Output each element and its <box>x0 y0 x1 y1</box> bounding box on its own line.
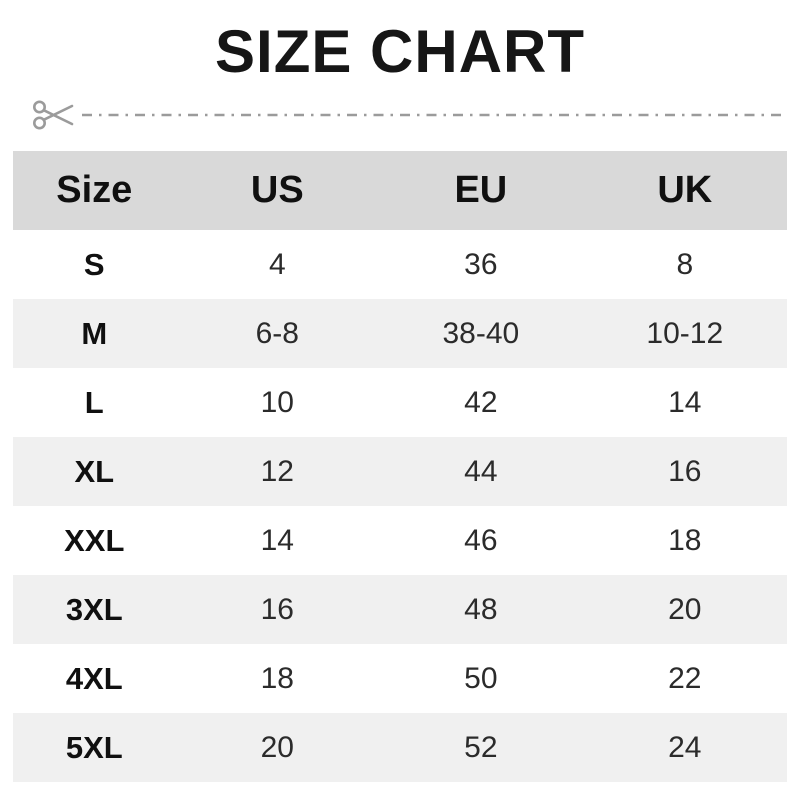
size-label: 4XL <box>65 660 123 696</box>
size-value: 42 <box>464 385 498 419</box>
size-value: 14 <box>260 523 294 557</box>
size-value: 38-40 <box>442 316 520 350</box>
size-value: 8 <box>676 247 694 281</box>
scissors-icon <box>33 100 74 130</box>
size-label: XXL <box>64 522 125 558</box>
table-row: 4XL 18 50 22 <box>13 644 787 713</box>
table-row: S 4 36 8 <box>13 230 787 299</box>
size-value: 16 <box>668 454 702 488</box>
header-cell-uk: UK <box>657 169 713 211</box>
size-label: L <box>84 384 104 420</box>
size-value: 44 <box>464 454 498 488</box>
dashed-cut-line <box>82 113 788 117</box>
size-value: 6-8 <box>255 316 299 350</box>
size-value: 18 <box>668 523 702 557</box>
size-value: 50 <box>464 661 498 695</box>
page-title: SIZE CHART <box>215 18 585 85</box>
size-label: 5XL <box>65 729 123 765</box>
size-value: 16 <box>260 592 294 626</box>
table-row: L 10 42 14 <box>13 368 787 437</box>
size-value: 4 <box>268 247 286 281</box>
size-value: 48 <box>464 592 498 626</box>
table-row: 5XL 20 52 24 <box>13 713 787 782</box>
header-cell-eu: EU <box>454 169 508 211</box>
size-value: 20 <box>260 730 294 764</box>
size-value: 36 <box>464 247 498 281</box>
size-value: 22 <box>668 661 702 695</box>
size-value: 46 <box>464 523 498 557</box>
size-value: 10 <box>260 385 294 419</box>
size-value: 24 <box>668 730 702 764</box>
size-value: 12 <box>260 454 294 488</box>
size-value: 18 <box>260 661 294 695</box>
size-value: 20 <box>668 592 702 626</box>
size-value: 10-12 <box>646 316 724 350</box>
table-row: XXL 14 46 18 <box>13 506 787 575</box>
cut-line <box>32 96 788 134</box>
size-value: 52 <box>464 730 498 764</box>
size-value: 14 <box>668 385 702 419</box>
size-label: 3XL <box>65 591 123 627</box>
table-header-row: Size US EU UK <box>13 151 787 230</box>
header-cell-us: US <box>250 169 304 211</box>
table-body: S 4 36 8 M 6-8 38-40 10-12 L 10 42 14 XL 12 44 16 XXL 14 4… <box>13 230 787 782</box>
size-chart-page: SIZE CHART Size US EU UK S 4 36 8 M 6-8 38-40 10-1… <box>0 16 800 800</box>
size-label: S <box>83 246 105 282</box>
size-label: XL <box>74 453 115 489</box>
header-cell-size: Size <box>56 169 133 211</box>
table-row: M 6-8 38-40 10-12 <box>13 299 787 368</box>
size-chart-table: Size US EU UK S 4 36 8 M 6-8 38-40 10-12 L 10 42 14 XL 1… <box>13 151 787 782</box>
table-row: 3XL 16 48 20 <box>13 575 787 644</box>
size-label: M <box>81 315 108 351</box>
table-row: XL 12 44 16 <box>13 437 787 506</box>
